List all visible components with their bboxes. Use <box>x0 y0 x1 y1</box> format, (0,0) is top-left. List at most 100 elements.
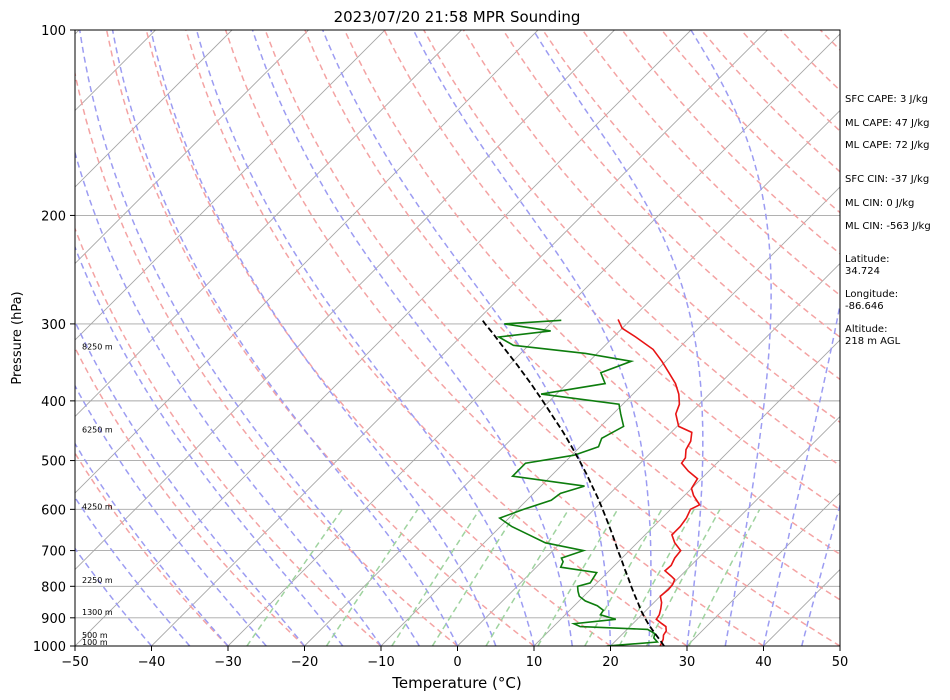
y-tick-label: 400 <box>41 395 66 410</box>
x-tick-label: −20 <box>291 655 318 670</box>
x-tick-label: −30 <box>214 655 241 670</box>
y-tick-label: 100 <box>41 24 66 39</box>
moist-adiabat <box>111 30 459 646</box>
x-tick-label: 50 <box>832 655 849 670</box>
moist-adiabat <box>412 30 652 646</box>
isotherm-0 <box>457 262 840 646</box>
x-tick-label: −50 <box>61 655 88 670</box>
height-label: 1300 m <box>82 608 113 617</box>
moist-adiabat <box>251 30 574 646</box>
dry-adiabat <box>145 30 611 646</box>
annotation-text: Altitude: <box>845 324 887 335</box>
moist-adiabat <box>801 502 840 646</box>
isotherm-20 <box>610 415 840 646</box>
moist-adiabat <box>75 245 344 646</box>
isotherm--90 <box>75 30 386 341</box>
isotherm-30 <box>686 492 840 646</box>
y-tick-label: 200 <box>41 209 66 224</box>
annotation-text: Longitude: <box>845 289 898 300</box>
mixing-ratio-line <box>246 508 343 646</box>
x-tick-label: 40 <box>755 655 772 670</box>
mixing-ratio-line <box>537 508 619 646</box>
mixing-ratio-line <box>688 508 761 646</box>
x-tick-label: −40 <box>138 655 165 670</box>
dry-adiabat <box>383 30 840 511</box>
annotation-text: ML CAPE: 72 J/kg <box>845 140 929 151</box>
y-tick-label: 800 <box>41 580 66 595</box>
series-layer <box>481 318 701 646</box>
dry-adiabat <box>304 30 840 601</box>
dry-adiabat <box>423 30 840 467</box>
x-axis-label: Temperature (°C) <box>391 674 521 692</box>
moist-adiabat <box>762 301 840 646</box>
mixing-ratio-line <box>391 508 481 646</box>
x-tick-label: −10 <box>367 655 394 670</box>
x-tick-label: 20 <box>602 655 619 670</box>
mixing-ratio-line <box>431 508 519 646</box>
dry-adiabat <box>75 451 229 646</box>
y-tick-label: 300 <box>41 318 66 333</box>
moist-adiabat <box>75 496 191 646</box>
annotation-text: SFC CAPE: 3 J/kg <box>845 94 928 105</box>
annotation-text: ML CAPE: 47 J/kg <box>845 118 929 129</box>
chart-title: 2023/07/20 21:58 MPR Sounding <box>334 8 581 26</box>
height-label: 4250 m <box>82 502 113 511</box>
dry-adiabat <box>75 346 306 646</box>
dry-adiabat <box>75 70 458 646</box>
y-tick-label: 500 <box>41 455 66 470</box>
annotation-text: ML CIN: 0 J/kg <box>845 198 914 209</box>
dry-adiabat <box>264 30 840 646</box>
moist-adiabat <box>532 30 704 646</box>
mixing-ratio-line <box>645 508 721 646</box>
isotherm--60 <box>75 30 615 571</box>
moist-adiabat <box>75 384 267 646</box>
annotation-text: 218 m AGL <box>845 336 901 347</box>
moist-adiabat <box>75 442 229 646</box>
isotherm--80 <box>75 30 462 418</box>
plot-frame <box>74 29 841 647</box>
moist-adiabat <box>322 30 612 646</box>
height-label: 6250 m <box>82 425 113 434</box>
x-tick-label: 10 <box>526 655 543 670</box>
isotherm--110 <box>75 30 233 188</box>
isotherm--10 <box>380 186 840 646</box>
dewpoint-profile <box>496 319 660 646</box>
moist-adiabat <box>195 30 535 646</box>
parcel-profile <box>481 318 665 646</box>
x-tick-label: 0 <box>453 655 461 670</box>
x-tick-label: 30 <box>679 655 696 670</box>
isotherm--30 <box>227 33 840 646</box>
moist-adiabat <box>690 30 772 646</box>
moist-adiabat <box>75 150 382 646</box>
dry-adiabat <box>185 30 688 646</box>
temperature-profile <box>617 319 701 646</box>
height-label: 500 m <box>82 631 108 640</box>
annotation-text: ML CIN: -563 J/kg <box>845 221 931 232</box>
y-tick-label: 900 <box>41 612 66 627</box>
dry-adiabat <box>75 226 382 646</box>
y-tick-label: 700 <box>41 545 66 560</box>
background-lines <box>0 30 840 646</box>
annotation-text: 34.724 <box>845 266 880 277</box>
height-label: 2250 m <box>82 576 113 585</box>
annotation-text: Latitude: <box>845 254 890 265</box>
mixing-ratio-line <box>618 508 695 646</box>
isotherm--20 <box>304 109 840 646</box>
dry-adiabat <box>462 30 840 424</box>
isotherm--100 <box>75 30 309 265</box>
moist-adiabat <box>78 30 420 646</box>
annotation-text: SFC CIN: -37 J/kg <box>845 174 929 185</box>
mixing-ratio-line <box>325 508 419 646</box>
isotherm--50 <box>75 30 692 646</box>
x-axis: −50 −40 −30 −20 −10 0 10 20 30 40 50 <box>61 646 848 670</box>
mixing-ratio-line <box>485 508 570 646</box>
dry-adiabat <box>343 30 840 556</box>
isotherm--70 <box>75 30 539 494</box>
y-axis: 1000 900 800 700 600 500 400 300 200 100 <box>33 24 75 655</box>
annotation-text: -86.646 <box>845 301 884 312</box>
isotherm-10 <box>533 339 840 646</box>
height-label: 8250 m <box>82 342 113 351</box>
isotherm--140 <box>0 30 3 646</box>
